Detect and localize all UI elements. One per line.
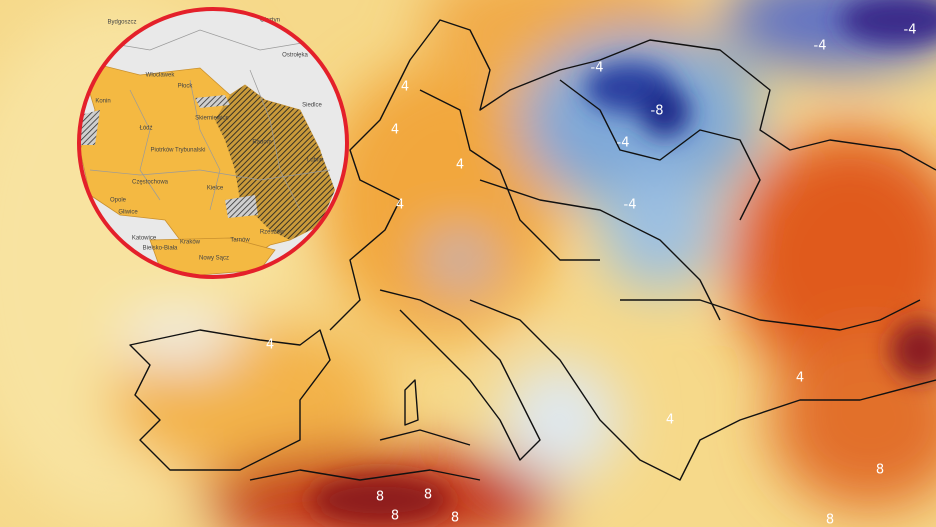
place-label: Katowice (132, 236, 157, 242)
contour-label: -4 (624, 198, 637, 213)
place-label: Częstochowa (132, 180, 169, 186)
contour-label: 4 (266, 338, 274, 353)
place-label: Radom (252, 140, 271, 146)
place-label: Konin (95, 99, 110, 105)
inset-frame (77, 7, 349, 279)
place-label: Ostrołęka (282, 53, 308, 59)
contour-label: 4 (391, 123, 399, 138)
contour-label: 8 (376, 490, 384, 505)
place-label: Lublin (307, 158, 323, 164)
borders (89, 29, 331, 211)
place-label: Rzeszów (260, 230, 285, 236)
place-label: Włocławek (146, 73, 176, 79)
hatched-area (225, 195, 258, 218)
contour-label: 8 (451, 511, 459, 526)
contour-label: 8 (424, 488, 432, 503)
place-label: Kielce (207, 186, 224, 192)
contour-label: -4 (617, 136, 630, 151)
contour-label: 8 (391, 509, 399, 524)
place-label: Bydgoszcz (107, 20, 136, 26)
contour-label: 4 (456, 158, 464, 173)
contour-label: 8 (826, 513, 834, 527)
contour-label: -4 (814, 39, 827, 54)
contour-label: -4 (591, 61, 604, 76)
place-label: Bielsko-Biała (143, 246, 178, 252)
place-label: Opole (110, 198, 127, 204)
place-label: Płock (178, 84, 194, 90)
contour-label: -4 (904, 23, 917, 38)
place-label: Gliwice (118, 210, 138, 216)
place-label: Łódź (139, 126, 152, 132)
place-label: Nowy Sącz (199, 256, 229, 262)
contour-label: 4 (401, 80, 409, 95)
contour-label: 4 (796, 371, 804, 386)
contour-label: -8 (651, 104, 664, 119)
place-label: Piotrków Trybunalski (150, 148, 205, 154)
place-label: Skierniewice (195, 116, 229, 122)
contour-label: 4 (666, 413, 674, 428)
place-label: Kraków (180, 240, 201, 246)
hatched-area (80, 110, 100, 145)
contour-label: 8 (876, 463, 884, 478)
place-label: Siedlce (302, 103, 322, 109)
contour-label: 4 (396, 198, 404, 213)
coastlines (129, 19, 936, 481)
place-label: Tarnów (230, 238, 250, 244)
hatched-area (195, 95, 230, 108)
